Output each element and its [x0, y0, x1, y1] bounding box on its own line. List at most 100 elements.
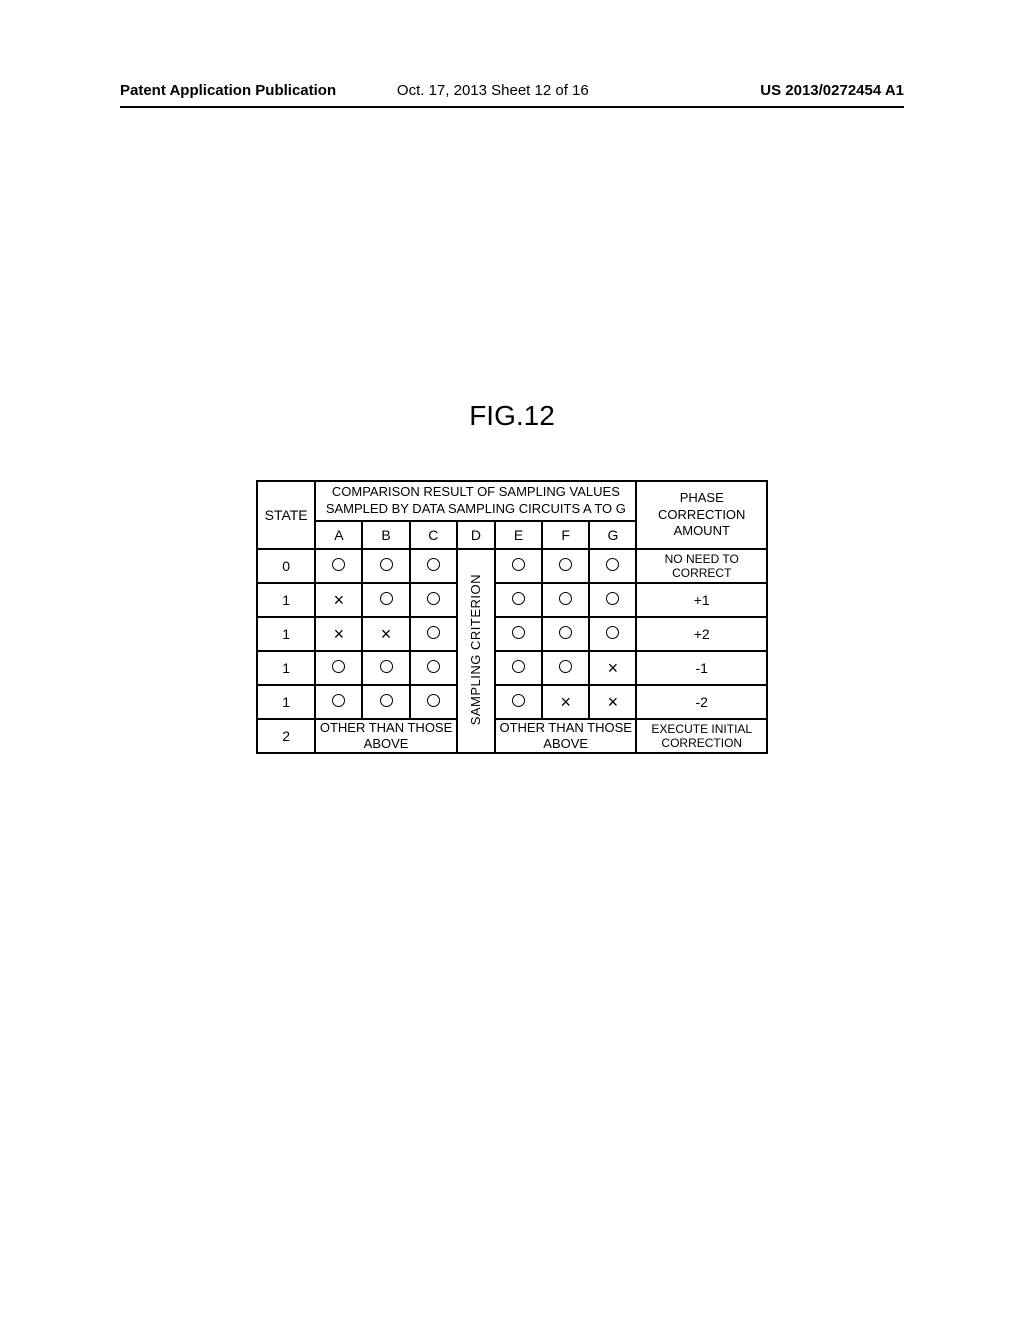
- header-divider: [120, 106, 904, 108]
- sampling-table: STATE COMPARISON RESULT OF SAMPLING VALU…: [256, 480, 768, 754]
- x-mark-icon: ×: [608, 692, 619, 712]
- circle-mark-icon: [332, 694, 345, 707]
- mark-cell: [542, 651, 589, 685]
- circle-mark-icon: [332, 558, 345, 571]
- mark-cell: [589, 583, 636, 617]
- col-f-header: F: [542, 521, 589, 549]
- phase-cell: EXECUTE INITIAL CORRECTION: [636, 719, 767, 753]
- header-center-text: Oct. 17, 2013 Sheet 12 of 16: [397, 82, 589, 99]
- circle-mark-icon: [380, 592, 393, 605]
- circle-mark-icon: [512, 592, 525, 605]
- circle-mark-icon: [512, 694, 525, 707]
- mark-cell: ×: [589, 685, 636, 719]
- state-cell: 1: [257, 617, 315, 651]
- mark-cell: [410, 685, 457, 719]
- phase-cell: -1: [636, 651, 767, 685]
- circle-mark-icon: [559, 660, 572, 673]
- page-header: Patent Application Publication Oct. 17, …: [120, 82, 904, 103]
- phase-header-cell: PHASE CORRECTION AMOUNT: [636, 481, 767, 549]
- table-row: 1 × -1: [257, 651, 767, 685]
- mark-cell: [410, 549, 457, 583]
- mark-cell: [410, 617, 457, 651]
- mark-cell: [315, 685, 362, 719]
- x-mark-icon: ×: [334, 624, 345, 644]
- mark-cell: [315, 651, 362, 685]
- state-cell: 1: [257, 685, 315, 719]
- circle-mark-icon: [606, 592, 619, 605]
- circle-mark-icon: [606, 558, 619, 571]
- circle-mark-icon: [512, 626, 525, 639]
- col-a-header: A: [315, 521, 362, 549]
- col-b-header: B: [362, 521, 409, 549]
- x-mark-icon: ×: [608, 658, 619, 678]
- mark-cell: ×: [315, 617, 362, 651]
- circle-mark-icon: [559, 558, 572, 571]
- sampling-criterion-label: SAMPLING CRITERION: [468, 574, 483, 725]
- phase-cell: +2: [636, 617, 767, 651]
- col-e-header: E: [495, 521, 542, 549]
- figure-label: FIG.12: [469, 400, 555, 432]
- state-cell: 1: [257, 583, 315, 617]
- x-mark-icon: ×: [381, 624, 392, 644]
- page-container: Patent Application Publication Oct. 17, …: [0, 0, 1024, 1320]
- mark-cell: [495, 685, 542, 719]
- circle-mark-icon: [380, 558, 393, 571]
- col-c-header: C: [410, 521, 457, 549]
- mark-cell: [542, 617, 589, 651]
- table-row-last: 2 OTHER THAN THOSE ABOVE OTHER THAN THOS…: [257, 719, 767, 753]
- comparison-header-cell: COMPARISON RESULT OF SAMPLING VALUES SAM…: [315, 481, 636, 521]
- state-cell: 0: [257, 549, 315, 583]
- circle-mark-icon: [559, 626, 572, 639]
- mark-cell: [542, 583, 589, 617]
- mark-cell: [362, 651, 409, 685]
- table-row: 1 × × +2: [257, 617, 767, 651]
- state-cell: 2: [257, 719, 315, 753]
- table-row: 1 × +1: [257, 583, 767, 617]
- table-wrapper: STATE COMPARISON RESULT OF SAMPLING VALU…: [256, 480, 768, 754]
- mark-cell: [495, 549, 542, 583]
- mark-cell: [589, 549, 636, 583]
- col-d-header: D: [457, 521, 495, 549]
- phase-cell: NO NEED TO CORRECT: [636, 549, 767, 583]
- other-abc-cell: OTHER THAN THOSE ABOVE: [315, 719, 457, 753]
- mark-cell: ×: [315, 583, 362, 617]
- header-left-text: Patent Application Publication: [120, 82, 336, 99]
- header-right-text: US 2013/0272454 A1: [760, 82, 904, 99]
- mark-cell: [362, 549, 409, 583]
- col-g-header: G: [589, 521, 636, 549]
- mark-cell: ×: [362, 617, 409, 651]
- mark-cell: ×: [589, 651, 636, 685]
- circle-mark-icon: [512, 660, 525, 673]
- mark-cell: [495, 617, 542, 651]
- circle-mark-icon: [332, 660, 345, 673]
- mark-cell: [410, 583, 457, 617]
- x-mark-icon: ×: [560, 692, 571, 712]
- circle-mark-icon: [559, 592, 572, 605]
- mark-cell: [495, 583, 542, 617]
- circle-mark-icon: [427, 592, 440, 605]
- circle-mark-icon: [606, 626, 619, 639]
- state-cell: 1: [257, 651, 315, 685]
- mark-cell: [315, 549, 362, 583]
- circle-mark-icon: [427, 626, 440, 639]
- other-efg-cell: OTHER THAN THOSE ABOVE: [495, 719, 637, 753]
- circle-mark-icon: [380, 660, 393, 673]
- mark-cell: ×: [542, 685, 589, 719]
- phase-cell: +1: [636, 583, 767, 617]
- mark-cell: [542, 549, 589, 583]
- mark-cell: [589, 617, 636, 651]
- state-header-cell: STATE: [257, 481, 315, 549]
- mark-cell: [410, 651, 457, 685]
- circle-mark-icon: [427, 660, 440, 673]
- circle-mark-icon: [512, 558, 525, 571]
- mark-cell: [362, 685, 409, 719]
- mark-cell: [362, 583, 409, 617]
- mark-cell: [495, 651, 542, 685]
- sampling-criterion-cell: SAMPLING CRITERION: [457, 549, 495, 753]
- x-mark-icon: ×: [334, 590, 345, 610]
- phase-cell: -2: [636, 685, 767, 719]
- circle-mark-icon: [380, 694, 393, 707]
- table-row: 0 SAMPLING CRITERION NO NEED TO CORRECT: [257, 549, 767, 583]
- circle-mark-icon: [427, 558, 440, 571]
- table-row: 1 × × -2: [257, 685, 767, 719]
